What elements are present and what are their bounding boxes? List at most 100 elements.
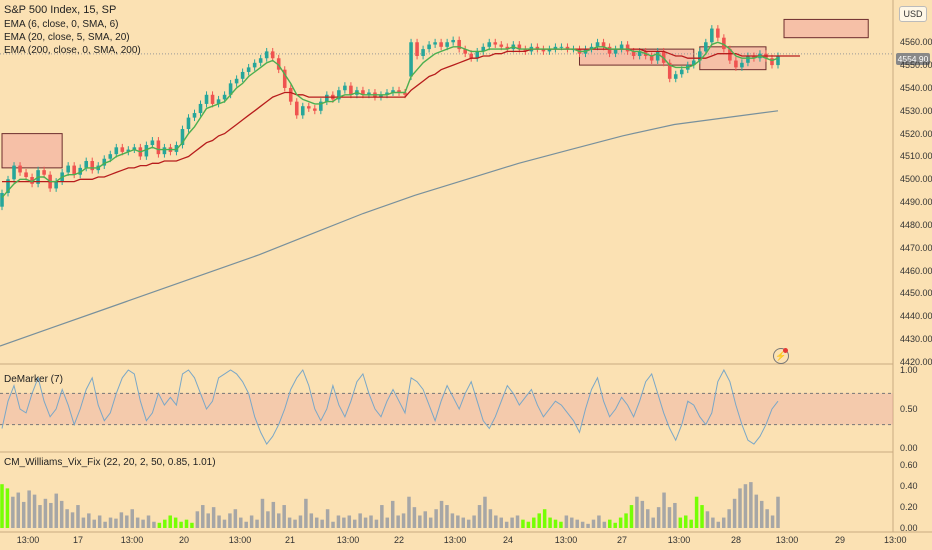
vixfix-bar	[553, 519, 558, 528]
candle-body	[343, 85, 347, 91]
candle-body	[475, 51, 480, 59]
candle-body	[162, 147, 167, 155]
vixfix-bar	[266, 511, 270, 528]
candle-body	[427, 44, 431, 50]
vixfix-bar	[342, 517, 346, 528]
vixfix-bar	[510, 517, 514, 528]
price-tick-label: 4560.00	[900, 37, 932, 48]
vixfix-bar	[580, 521, 585, 528]
demarker-label[interactable]: DeMarker (7)	[4, 374, 63, 385]
zone-rectangle	[699, 46, 767, 71]
price-tick-label: 4500.00	[900, 174, 932, 185]
candle-body	[457, 39, 461, 50]
vixfix-bar	[5, 488, 10, 528]
vixfix-bar	[412, 507, 417, 528]
time-tick-label: 20	[178, 535, 190, 545]
candle-body	[264, 51, 269, 59]
candle-body	[288, 87, 293, 102]
time-tick-label: 13:00	[884, 535, 907, 545]
time-tick-label: 13:00	[120, 535, 144, 545]
vixfix-bar	[239, 517, 243, 528]
vixfix-bar	[190, 522, 194, 528]
candle-body	[144, 145, 149, 157]
vixfix-bar	[407, 496, 411, 528]
vixfix-bar	[532, 517, 536, 528]
vixfix-bar	[385, 517, 390, 528]
currency-button[interactable]: USD	[899, 6, 927, 22]
vixfix-bar	[157, 522, 162, 528]
vixfix-bar	[298, 515, 303, 528]
zone-rectangle	[783, 18, 869, 39]
vixfix-bar	[255, 519, 259, 528]
price-tick-label: 4440.00	[900, 311, 932, 322]
candle-body	[337, 90, 341, 100]
candle-body	[349, 85, 353, 95]
time-tick-label: 13:00	[443, 535, 467, 545]
vixfix-bar	[526, 521, 531, 528]
chart-title: S&P 500 Index, 15, SP	[4, 4, 117, 16]
candle-body	[186, 117, 191, 130]
candle-body	[704, 42, 708, 52]
vixfix-bar	[586, 523, 590, 528]
vixfix-bar	[0, 484, 4, 528]
candle-body	[126, 149, 131, 152]
candle-body	[655, 51, 660, 61]
vixfix-bar	[494, 515, 498, 528]
candle-body	[637, 51, 642, 56]
vixfix-bar	[347, 515, 352, 528]
vixfix-bar	[87, 513, 91, 528]
candle-body	[403, 92, 407, 95]
candle-body	[54, 181, 58, 189]
vixfix-tick-label: 0.60	[900, 460, 918, 471]
time-tick-label: 28	[730, 535, 742, 545]
vixfix-bar	[152, 521, 156, 528]
vixfix-bar	[418, 515, 422, 528]
candle-body	[505, 46, 510, 50]
vixfix-bar	[564, 515, 569, 528]
candle-body	[367, 92, 371, 95]
candle-body	[433, 42, 437, 45]
vixfix-bar	[683, 515, 688, 528]
candle-body	[487, 42, 492, 47]
candle-body	[469, 53, 474, 59]
candle-body	[716, 28, 720, 38]
candle-body	[42, 170, 46, 175]
vixfix-bar	[314, 517, 319, 528]
candle-body	[270, 51, 275, 59]
candle-body	[252, 62, 257, 68]
vixfix-bar	[21, 501, 26, 528]
candle-body	[710, 28, 714, 43]
vixfix-bar	[65, 509, 69, 528]
vixfix-bar	[537, 513, 541, 528]
vixfix-bar	[488, 509, 493, 528]
candle-body	[30, 177, 34, 184]
vixfix-bar	[640, 500, 645, 528]
vixfix-bar	[678, 517, 683, 528]
candle-body	[776, 55, 780, 66]
indicator-ema200-label[interactable]: EMA (200, close, 0, SMA, 200)	[4, 45, 141, 56]
vixfix-bar	[374, 519, 379, 528]
candle-body	[90, 161, 95, 171]
candle-body	[66, 165, 70, 173]
vixfix-label[interactable]: CM_Williams_Vix_Fix (22, 20, 2, 50, 0.85…	[4, 457, 216, 468]
candle-body	[108, 154, 113, 159]
vixfix-bar	[163, 519, 167, 528]
vixfix-bar	[542, 509, 547, 528]
indicator-ema6-label[interactable]: EMA (6, close, 0, SMA, 6)	[4, 19, 119, 30]
indicator-ema20-label[interactable]: EMA (20, close, 5, SMA, 20)	[4, 32, 130, 43]
vixfix-bar	[445, 505, 449, 528]
candle-body	[222, 94, 227, 100]
vixfix-bar	[694, 496, 699, 528]
vixfix-bar	[287, 517, 292, 528]
vixfix-bar	[705, 511, 710, 528]
candle-body	[210, 94, 215, 104]
candle-body	[385, 92, 389, 95]
vixfix-bar	[11, 496, 15, 528]
candle-body	[547, 49, 552, 52]
vixfix-bar	[363, 517, 368, 528]
vixfix-bar	[206, 513, 210, 528]
vixfix-bar	[667, 507, 672, 528]
candle-body	[673, 74, 678, 79]
